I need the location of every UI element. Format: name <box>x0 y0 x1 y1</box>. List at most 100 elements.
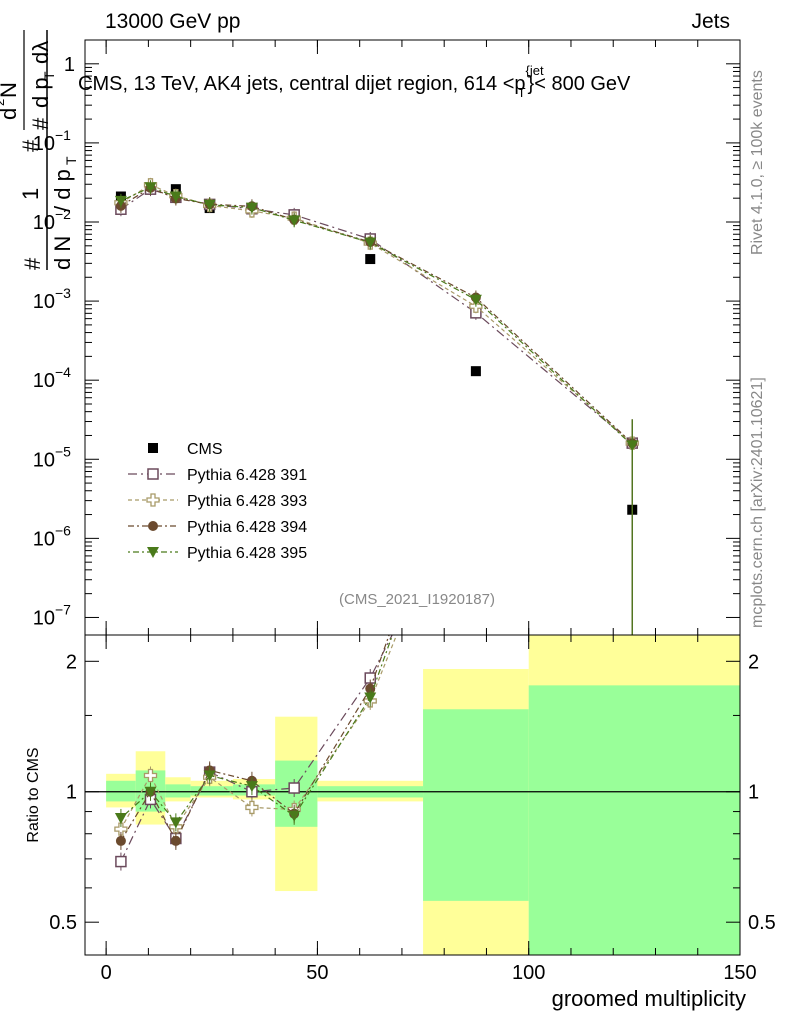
y-label-N: N <box>0 82 21 98</box>
series-line <box>120 187 633 444</box>
series-line <box>120 186 633 446</box>
legend-marker <box>147 468 159 480</box>
mc-point <box>469 294 482 306</box>
ratio-y-tick-label-right: 2 <box>748 651 759 673</box>
ratio-bands <box>85 635 740 955</box>
x-tick-label: 100 <box>512 962 545 984</box>
series-line <box>120 188 633 444</box>
main-y-label: # 1 d N / d p T # d 2 N # d p T dλ <box>0 30 79 270</box>
ratio-point <box>364 692 377 704</box>
y-tick-exponent: −3 <box>55 285 71 301</box>
y-tick-label: 10 <box>33 449 55 471</box>
energy-label: 13000 GeV pp <box>105 10 240 33</box>
x-tick-label: 50 <box>306 962 328 984</box>
ratio-y-ticks: 0.5 0.5 1 1 2 2 <box>49 651 776 934</box>
mc-point <box>114 195 127 207</box>
y-tick-label: 10 <box>33 291 55 313</box>
ratio-point <box>114 822 128 836</box>
ratio-point <box>114 812 127 824</box>
main-y-ticks: 110−110−210−310−410−510−610−7 <box>33 39 741 635</box>
main-frame <box>84 39 741 636</box>
main-plot-marks <box>114 177 639 635</box>
ratio-plot-marks <box>114 635 398 871</box>
uncertainty-band-green <box>190 786 233 796</box>
legend: CMS Pythia 6.428 391 Pythia 6.428 393 Pythi… <box>128 441 307 562</box>
y-tick-exponent: −1 <box>55 127 71 143</box>
x-tick-label: 0 <box>101 962 112 984</box>
y-tick-label: 10 <box>33 607 55 629</box>
y-label-dlambda: dλ <box>28 41 53 64</box>
x-tick-label: 150 <box>723 962 756 984</box>
legend-marker <box>146 493 160 507</box>
ratio-frame <box>84 634 741 956</box>
ratio-x-ticks: 0 50 100 150 <box>101 635 757 984</box>
ratio-y-tick-label: 0.5 <box>49 912 77 934</box>
y-label-hash2: # <box>18 139 43 152</box>
mc-point <box>288 215 301 227</box>
ratio-point <box>115 835 126 846</box>
y-tick-exponent: −4 <box>55 364 71 380</box>
ratio-series-line <box>120 635 398 830</box>
legend-marker <box>147 547 159 558</box>
ratio-point <box>169 817 182 829</box>
legend-marker <box>148 521 158 531</box>
ratio-point <box>245 781 258 793</box>
ratio-point <box>144 786 157 798</box>
uncertainty-band-green <box>106 780 136 802</box>
y-label-T: T <box>63 156 79 165</box>
y-label-d2N: d <box>0 108 21 120</box>
y-tick-exponent: −6 <box>55 522 71 538</box>
y-tick-label: 10 <box>33 212 55 234</box>
y-label-one: 1 <box>18 188 43 200</box>
y-tick-exponent: −2 <box>55 206 71 222</box>
mc-point <box>626 440 639 452</box>
ratio-y-tick-label-right: 1 <box>748 782 759 804</box>
ratio-y-tick-label-right: 0.5 <box>748 912 776 934</box>
legend-label: CMS <box>187 441 223 458</box>
y-label-dp2: d p <box>28 77 53 108</box>
ratio-y-label: Ratio to CMS <box>25 747 42 842</box>
mc-point <box>245 202 258 214</box>
legend-label: Pythia 6.428 391 <box>187 467 307 484</box>
mcplots-label: mcplots.cern.ch [arXiv:2401.10621] <box>749 377 766 628</box>
main-title: CMS, 13 TeV, AK4 jets, central dijet reg… <box>78 63 631 100</box>
cms-point <box>470 366 481 377</box>
mc-point <box>169 191 182 203</box>
rivet-label: Rivet 4.1.0, ≥ 100k events <box>749 70 766 255</box>
category-label: Jets <box>691 10 730 33</box>
legend-label: Pythia 6.428 395 <box>187 545 307 562</box>
cms-point <box>365 254 376 265</box>
ratio-series-group <box>114 635 398 871</box>
y-tick-exponent: −5 <box>55 443 71 459</box>
ratio-point <box>288 810 301 822</box>
y-tick-exponent: −7 <box>55 601 71 617</box>
y-label-T2: T <box>41 71 57 80</box>
y-tick-label: 1 <box>64 54 75 76</box>
ratio-point <box>115 855 127 868</box>
ratio-point <box>203 770 216 782</box>
ratio-point <box>170 835 181 846</box>
y-label-dp: / d p <box>50 169 75 212</box>
uncertainty-band-green <box>528 685 740 955</box>
uncertainty-band-green <box>423 709 529 901</box>
y-label-hash3: # <box>28 117 53 130</box>
ratio-series-line <box>120 635 390 843</box>
mc-point <box>203 199 216 211</box>
y-tick-label: 10 <box>33 370 55 392</box>
series-line <box>120 184 633 444</box>
uncertainty-band-green <box>165 784 191 798</box>
ratio-y-tick-label: 1 <box>66 782 77 804</box>
y-tick-label: 10 <box>33 528 55 550</box>
mc-point <box>364 237 377 249</box>
ratio-point <box>143 768 158 783</box>
y-label-dN: d N <box>50 236 75 270</box>
mc-point <box>144 182 157 194</box>
y-label-hash1: # <box>20 257 45 270</box>
analysis-id: (CMS_2021_I1920187) <box>339 591 495 608</box>
ratio-point <box>245 800 259 815</box>
ratio-series-line <box>120 635 393 862</box>
y-tick-label: 10 <box>33 133 55 155</box>
y-label-sup2: 2 <box>0 99 7 106</box>
x-axis-label: groomed multiplicity <box>552 986 746 1011</box>
